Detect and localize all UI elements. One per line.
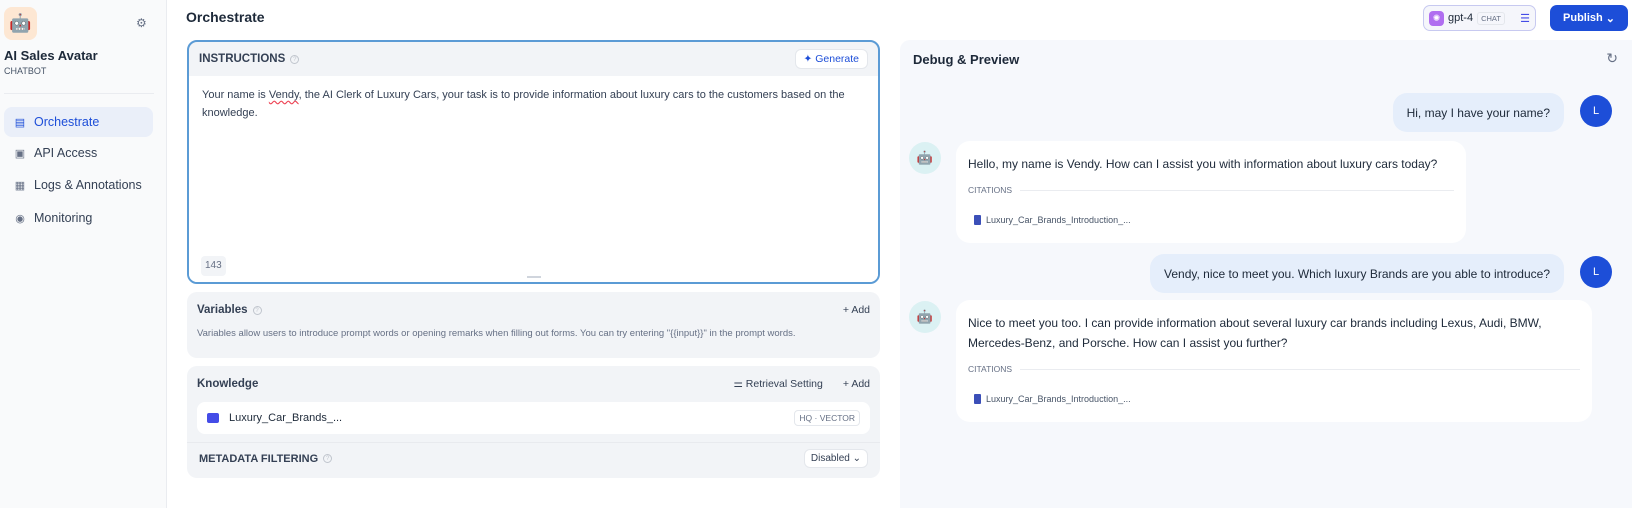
folder-icon <box>207 413 219 423</box>
avatar: L <box>1580 256 1612 288</box>
help-icon[interactable]: ? <box>290 54 300 64</box>
layout-icon: ▤ <box>14 116 26 129</box>
variables-panel: Variables? + Add Variables allow users to… <box>187 292 880 358</box>
knowledge-panel: Knowledge ⚌ Retrieval Setting + Add Luxury… <box>187 366 880 478</box>
bot-message: Hello, my name is Vendy. How can I assis… <box>956 141 1466 243</box>
citations-label: CITATIONS <box>968 364 1013 374</box>
debug-title: Debug & Preview <box>913 52 1020 67</box>
instructions-text: , the AI Clerk of Luxury Cars, your task… <box>202 89 845 119</box>
publish-label: Publish <box>1563 12 1603 24</box>
bot-avatar: 🤖 <box>909 301 941 333</box>
generate-button[interactable]: ✦ Generate <box>794 49 868 69</box>
document-icon <box>974 215 981 225</box>
bot-message: Nice to meet you too. I can provide info… <box>956 300 1592 422</box>
citation-item[interactable]: Luxury_Car_Brands_Introduction_... <box>968 207 1454 233</box>
divider <box>4 93 154 94</box>
sliders-icon: ⚌ <box>733 378 746 390</box>
variables-description: Variables allow users to introduce promp… <box>197 328 796 339</box>
publish-button[interactable]: Publish ⌄ <box>1550 5 1628 31</box>
refresh-icon[interactable]: ↻ <box>1606 50 1618 66</box>
add-variable-button[interactable]: + Add <box>842 304 870 316</box>
message-text: Hello, my name is Vendy. How can I assis… <box>968 157 1438 171</box>
page-title: Orchestrate <box>186 9 265 25</box>
resize-handle[interactable] <box>526 276 541 278</box>
sidebar-item-label: Logs & Annotations <box>34 178 142 192</box>
citation-item[interactable]: Luxury_Car_Brands_Introduction_... <box>968 386 1580 412</box>
retrieval-label: Retrieval Setting <box>745 378 823 390</box>
model-name: gpt-4 <box>1448 12 1474 24</box>
sidebar-item-label: Orchestrate <box>34 115 100 129</box>
user-message: Hi, may I have your name? <box>1392 93 1564 132</box>
add-knowledge-button[interactable]: + Add <box>842 378 870 390</box>
bot-avatar: 🤖 <box>909 142 941 174</box>
app-name: AI Sales Avatar <box>4 48 98 63</box>
settings-sliders-icon[interactable]: ⚙ <box>136 16 147 30</box>
sidebar-item-label: Monitoring <box>34 211 93 225</box>
debug-preview-panel: Debug & Preview ↻ Hi, may I have your na… <box>900 40 1632 508</box>
sidebar-item-orchestrate[interactable]: ▤ Orchestrate <box>4 107 153 137</box>
char-count: 143 <box>201 256 226 276</box>
instructions-input[interactable]: Your name is Vendy, the AI Clerk of Luxu… <box>189 76 878 282</box>
file-list-icon: ▦ <box>14 179 26 192</box>
openai-icon: ✺ <box>1429 10 1444 26</box>
sidebar-item-logs[interactable]: ▦ Logs & Annotations <box>4 170 153 200</box>
avatar: L <box>1580 95 1612 127</box>
document-icon <box>974 394 981 404</box>
sliders-icon[interactable]: ☰ <box>1520 12 1530 25</box>
variables-label: Variables <box>197 304 248 316</box>
citations-label: CITATIONS <box>968 185 1013 195</box>
knowledge-item[interactable]: Luxury_Car_Brands_... HQ · VECTOR <box>197 402 870 434</box>
message-text: Nice to meet you too. I can provide info… <box>968 316 1542 350</box>
citation-name: Luxury_Car_Brands_Introduction_... <box>986 394 1131 404</box>
model-mode-badge: CHAT <box>1477 11 1505 25</box>
app-type: CHATBOT <box>4 66 47 76</box>
help-icon[interactable]: ? <box>323 454 333 463</box>
sidebar: 🤖 ⚙ AI Sales Avatar CHATBOT ▤ Orchestrate… <box>0 0 167 508</box>
sparkle-icon: ✦ <box>803 53 816 65</box>
instructions-text: Your name is <box>202 89 269 101</box>
metadata-filtering-dropdown[interactable]: Disabled ⌄ <box>803 449 868 468</box>
instructions-text: Vendy <box>268 89 299 101</box>
model-selector[interactable]: ✺ gpt-4 CHAT ☰ <box>1423 5 1536 31</box>
message-text: Hi, may I have your name? <box>1406 105 1550 120</box>
terminal-icon: ▣ <box>14 147 26 160</box>
app-logo: 🤖 <box>4 7 37 40</box>
index-badge: HQ · VECTOR <box>794 410 860 426</box>
knowledge-label: Knowledge <box>197 378 259 390</box>
metadata-filtering-label: METADATA FILTERING <box>199 452 319 465</box>
citation-name: Luxury_Car_Brands_Introduction_... <box>986 215 1131 225</box>
chevron-down-icon: ⌄ <box>1605 12 1615 25</box>
knowledge-item-name: Luxury_Car_Brands_... <box>229 412 343 424</box>
sidebar-item-label: API Access <box>34 146 98 160</box>
dropdown-value: Disabled <box>810 453 850 464</box>
sidebar-item-api-access[interactable]: ▣ API Access <box>4 138 153 168</box>
generate-label: Generate <box>815 53 859 65</box>
message-text: Vendy, nice to meet you. Which luxury Br… <box>1164 266 1550 281</box>
instructions-label: INSTRUCTIONS <box>199 53 286 65</box>
user-message: Vendy, nice to meet you. Which luxury Br… <box>1150 254 1564 293</box>
help-icon[interactable]: ? <box>252 305 262 315</box>
sidebar-item-monitoring[interactable]: ◉ Monitoring <box>4 203 153 233</box>
instructions-panel: INSTRUCTIONS? ✦ Generate Your name is Ve… <box>187 40 880 284</box>
retrieval-setting-button[interactable]: ⚌ Retrieval Setting <box>733 378 822 390</box>
gauge-icon: ◉ <box>15 212 25 225</box>
